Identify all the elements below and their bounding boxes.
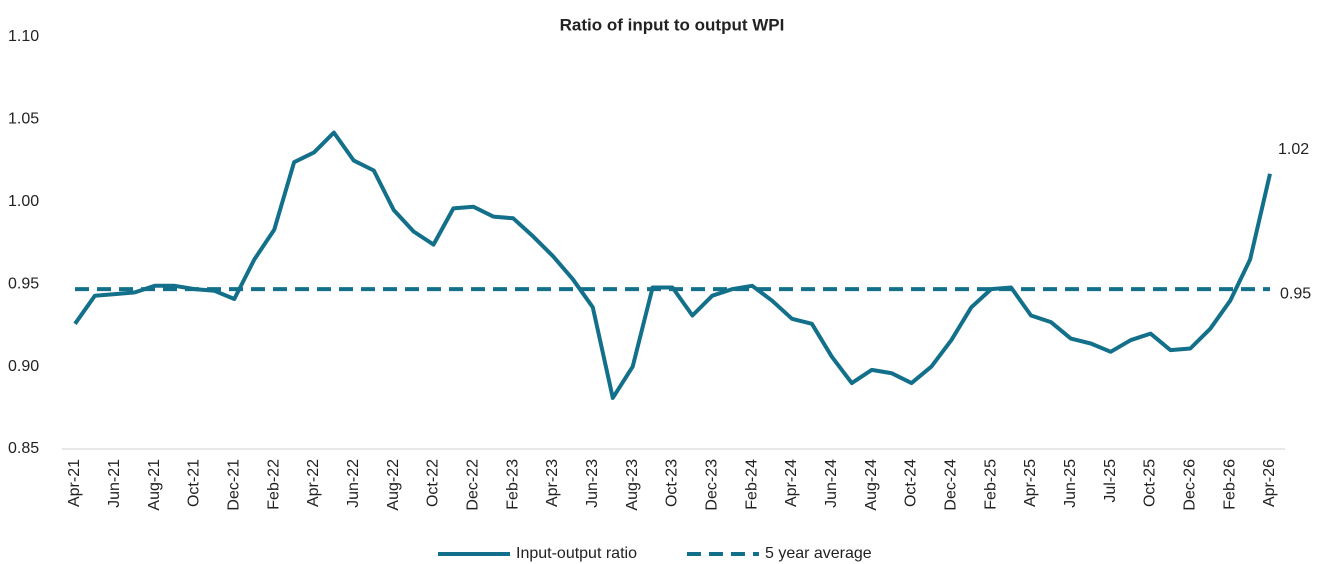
x-tick-label: Oct-23	[664, 459, 681, 507]
y-tick-label: 0.95	[8, 275, 39, 292]
x-tick-label: Oct-22	[425, 459, 442, 507]
y-tick-label: 1.10	[8, 28, 39, 45]
legend-label: Input-output ratio	[516, 545, 637, 562]
x-tick-label: Jun-25	[1062, 459, 1079, 508]
x-tick-label: Apr-23	[544, 459, 561, 507]
x-tick-label: Aug-22	[385, 459, 402, 511]
x-tick-label: Dec-23	[704, 459, 721, 511]
data-line	[73, 130, 1272, 400]
x-tick-label: Dec-22	[465, 459, 482, 511]
x-tick-label: Aug-23	[624, 459, 641, 511]
x-tick-label: Feb-24	[743, 459, 760, 510]
x-tick-label: Apr-22	[305, 459, 322, 507]
x-tick-label: Dec-24	[943, 459, 960, 511]
x-tick-label: Apr-26	[1261, 459, 1278, 507]
chart-title: Ratio of input to output WPI	[560, 15, 785, 34]
x-tick-label: Aug-21	[146, 459, 163, 511]
y-tick-label: 1.00	[8, 193, 39, 210]
x-tick-label: Apr-21	[66, 459, 83, 507]
x-tick-label: Jun-22	[345, 459, 362, 508]
x-tick-label: Jun-21	[106, 459, 123, 508]
x-tick-label: Oct-21	[186, 459, 203, 507]
data-label: 1.02	[1278, 141, 1309, 158]
x-tick-label: Feb-22	[265, 459, 282, 510]
x-tick-label: Apr-25	[1022, 459, 1039, 507]
x-tick-label: Oct-25	[1142, 459, 1159, 507]
x-tick-label: Dec-26	[1182, 459, 1199, 511]
x-tick-label: Dec-21	[226, 459, 243, 511]
x-tick-label: Jul-25	[1102, 459, 1119, 503]
data-label: 0.95	[1280, 285, 1311, 302]
x-tick-label: Feb-26	[1221, 459, 1238, 510]
x-tick-label: Aug-24	[863, 459, 880, 511]
x-tick-label: Apr-24	[783, 459, 800, 507]
y-tick-label: 0.85	[8, 440, 39, 457]
x-tick-label: Jun-23	[584, 459, 601, 508]
x-tick-label: Feb-23	[504, 459, 521, 510]
y-tick-label: 1.05	[8, 111, 39, 128]
x-tick-label: Feb-25	[982, 459, 999, 510]
x-tick-label: Oct-24	[903, 459, 920, 507]
y-tick-label: 0.90	[8, 358, 39, 375]
x-tick-label: Jun-24	[823, 459, 840, 508]
legend-label: 5 year average	[765, 545, 872, 562]
